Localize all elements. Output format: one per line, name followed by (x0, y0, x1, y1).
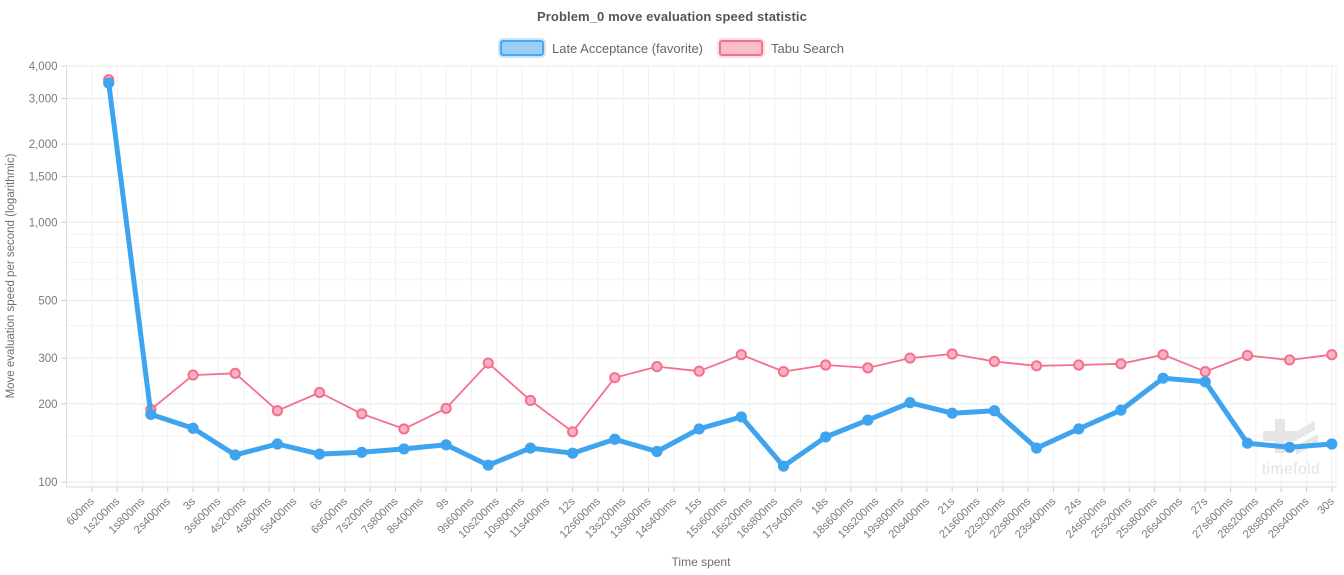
timefold-logo-cross-icon (1263, 419, 1297, 453)
legend: Late Acceptance (favorite) Tabu Search (0, 40, 1344, 56)
data-point-marker-tabu-search[interactable] (946, 348, 958, 360)
data-point-marker-tabu-search[interactable] (482, 357, 494, 369)
data-point-marker-tabu-search[interactable] (777, 366, 790, 378)
data-point-marker-late-acceptance-favorite[interactable] (482, 459, 494, 471)
y-tick-label: 4,000 (29, 61, 58, 73)
data-point-marker-tabu-search[interactable] (1284, 354, 1296, 366)
data-point-marker-late-acceptance-favorite[interactable] (356, 446, 368, 458)
y-tick-label: 1,500 (29, 172, 58, 184)
data-point-marker-late-acceptance-favorite[interactable] (1157, 372, 1169, 384)
data-point-marker-tabu-search[interactable] (693, 365, 705, 377)
data-point-marker-late-acceptance-favorite[interactable] (820, 431, 832, 443)
legend-swatch-late-acceptance (499, 40, 544, 56)
data-point-marker-tabu-search[interactable] (1115, 358, 1127, 370)
data-point-marker-late-acceptance-favorite[interactable] (946, 407, 958, 419)
y-tick-label: 1,000 (29, 217, 58, 229)
data-point-marker-late-acceptance-favorite[interactable] (693, 423, 705, 435)
data-point-marker-late-acceptance-favorite[interactable] (1199, 376, 1211, 388)
data-point-marker-tabu-search[interactable] (567, 426, 579, 438)
data-point-marker-tabu-search[interactable] (1241, 349, 1254, 362)
timefold-logo-slash-icon (1293, 421, 1315, 442)
data-point-marker-tabu-search[interactable] (988, 355, 1000, 368)
data-point-marker-late-acceptance-favorite[interactable] (398, 443, 410, 455)
plot-area: 4,0003,0002,0001,5001,000500300200100600… (29, 61, 1338, 541)
legend-label: Tabu Search (771, 40, 845, 56)
data-point-marker-late-acceptance-favorite[interactable] (862, 414, 874, 426)
data-point-marker-late-acceptance-favorite[interactable] (103, 77, 115, 89)
data-point-marker-tabu-search[interactable] (1030, 360, 1043, 372)
legend-label: Late Acceptance (favorite) (551, 40, 704, 56)
data-point-marker-late-acceptance-favorite[interactable] (1115, 404, 1127, 416)
data-point-marker-tabu-search[interactable] (229, 367, 241, 379)
data-point-marker-late-acceptance-favorite[interactable] (904, 397, 916, 409)
data-point-marker-tabu-search[interactable] (398, 423, 410, 435)
x-tick-label: 21s (936, 495, 958, 517)
y-tick-label: 100 (38, 477, 57, 489)
x-tick-label: 18s (809, 495, 831, 517)
data-point-marker-tabu-search[interactable] (187, 369, 199, 381)
data-point-marker-late-acceptance-favorite[interactable] (229, 449, 241, 461)
x-tick-label: 15s (683, 495, 705, 517)
watermark-text: timefold (1262, 461, 1320, 478)
legend-swatch-tabu-search (719, 40, 764, 56)
x-tick-label: 9s (434, 495, 451, 512)
data-point-marker-tabu-search[interactable] (609, 372, 621, 384)
data-point-marker-tabu-search[interactable] (1073, 359, 1085, 371)
y-tick-label: 3,000 (29, 93, 58, 105)
data-point-marker-tabu-search[interactable] (271, 405, 283, 417)
data-point-marker-late-acceptance-favorite[interactable] (609, 433, 621, 445)
data-point-marker-late-acceptance-favorite[interactable] (988, 405, 1000, 417)
y-tick-label: 500 (38, 295, 57, 307)
data-point-marker-late-acceptance-favorite[interactable] (271, 438, 283, 450)
data-point-marker-tabu-search[interactable] (313, 386, 326, 399)
data-point-marker-late-acceptance-favorite[interactable] (145, 408, 157, 421)
chart-title: Problem_0 move evaluation speed statisti… (537, 9, 807, 24)
data-point-marker-tabu-search[interactable] (1326, 349, 1338, 361)
watermark: timefold (1262, 419, 1320, 478)
data-point-marker-tabu-search[interactable] (862, 362, 874, 374)
y-tick-label: 200 (38, 399, 57, 411)
x-tick-label: 12s (556, 495, 578, 517)
data-point-marker-late-acceptance-favorite[interactable] (567, 447, 579, 459)
x-tick-label: 3s (181, 495, 198, 512)
data-point-marker-tabu-search[interactable] (356, 408, 368, 420)
data-point-marker-late-acceptance-favorite[interactable] (1326, 438, 1338, 450)
data-point-marker-tabu-search[interactable] (1199, 366, 1211, 378)
data-point-marker-tabu-search[interactable] (440, 402, 452, 414)
x-tick-label: 24s (1062, 495, 1084, 517)
data-point-marker-late-acceptance-favorite[interactable] (651, 445, 663, 458)
x-axis-title: Time spent (671, 555, 731, 569)
data-point-marker-late-acceptance-favorite[interactable] (524, 442, 537, 454)
data-point-marker-late-acceptance-favorite[interactable] (440, 439, 452, 451)
data-point-marker-late-acceptance-favorite[interactable] (735, 411, 747, 423)
x-tick-label: 6s (308, 495, 325, 512)
y-tick-label: 2,000 (29, 139, 58, 151)
series-line-tabu-search (107, 78, 1333, 433)
data-point-marker-tabu-search[interactable] (904, 352, 916, 364)
data-point-marker-tabu-search[interactable] (1157, 349, 1169, 361)
data-point-marker-late-acceptance-favorite[interactable] (1284, 441, 1296, 453)
data-point-marker-tabu-search[interactable] (735, 349, 747, 361)
series-line-late-acceptance-favorite (106, 80, 1335, 469)
data-point-marker-tabu-search[interactable] (524, 394, 537, 407)
legend-item-late-acceptance[interactable]: Late Acceptance (favorite) (499, 40, 704, 56)
data-point-marker-late-acceptance-favorite[interactable] (1241, 437, 1254, 449)
data-point-marker-late-acceptance-favorite[interactable] (1073, 423, 1085, 435)
legend-item-tabu-search[interactable]: Tabu Search (719, 40, 844, 56)
data-point-marker-late-acceptance-favorite[interactable] (187, 422, 199, 434)
data-point-marker-tabu-search[interactable] (820, 359, 832, 371)
data-point-marker-late-acceptance-favorite[interactable] (313, 448, 326, 460)
data-point-marker-late-acceptance-favorite[interactable] (1030, 442, 1043, 454)
data-point-marker-late-acceptance-favorite[interactable] (777, 460, 790, 472)
y-tick-label: 300 (38, 353, 57, 365)
data-point-marker-tabu-search[interactable] (651, 361, 663, 373)
x-tick-label: 30s (1316, 495, 1338, 517)
x-tick-label: 27s (1189, 495, 1211, 517)
